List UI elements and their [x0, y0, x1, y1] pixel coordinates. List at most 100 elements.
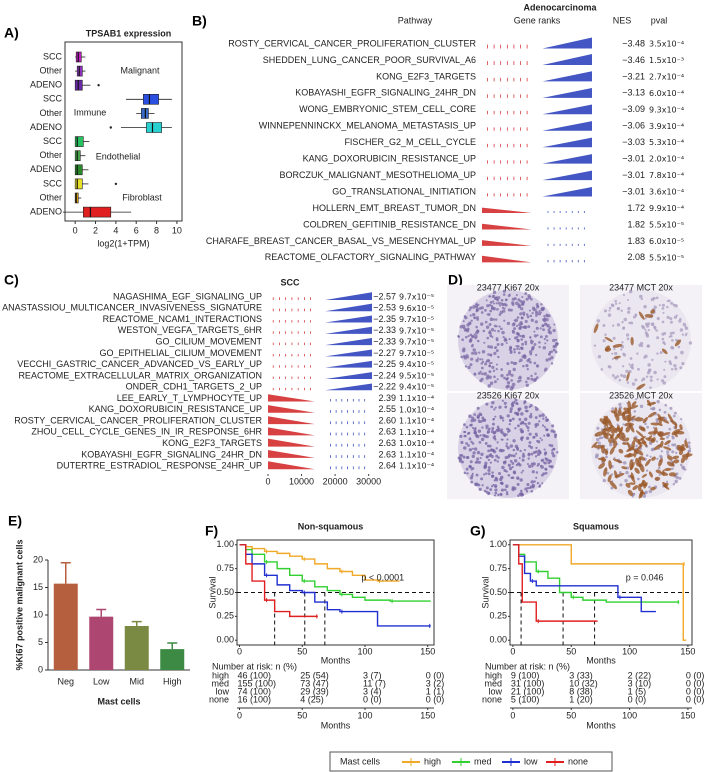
stained-cell: [608, 459, 612, 470]
cell: [534, 372, 537, 376]
cell: [499, 304, 502, 307]
cell: [517, 494, 520, 497]
cell: [493, 408, 496, 411]
cell: [493, 351, 497, 356]
pathway-name: ONDER_CDH1_TARGETS_2_UP: [126, 382, 262, 392]
risk-x-label: Months: [321, 720, 351, 730]
cell: [546, 433, 550, 437]
cell: [473, 372, 477, 376]
stained-cell: [655, 469, 662, 474]
cell: [464, 430, 467, 434]
cell: [538, 310, 541, 313]
cell: [552, 454, 556, 458]
cell: [543, 434, 546, 437]
cell: [489, 449, 493, 452]
legend-label: high: [424, 756, 441, 766]
cell: [484, 320, 488, 324]
cell: [468, 437, 472, 441]
stained-cell: [663, 446, 672, 451]
cell: [633, 410, 637, 413]
cell: [546, 323, 550, 327]
cell: [550, 444, 554, 448]
stained-cell: [634, 467, 640, 474]
cell: [469, 333, 473, 337]
cell: [488, 375, 492, 379]
cell: [490, 361, 493, 364]
rank-wedge: [325, 372, 372, 379]
cell: [637, 367, 640, 371]
cell: [511, 476, 515, 480]
pathway-name: KOBAYASHI_EGFR_SIGNALING_24HR_DN: [81, 449, 262, 459]
cell: [473, 333, 476, 336]
y-tick-label: Other: [39, 192, 62, 202]
rank-wedge: [268, 438, 315, 447]
stained-cell: [604, 336, 614, 343]
cell: [492, 435, 497, 440]
cell: [510, 373, 514, 377]
cell: [622, 461, 627, 465]
cell: [481, 350, 486, 354]
nes-value: 2.64: [378, 461, 396, 471]
cell: [609, 443, 613, 447]
cell: [476, 318, 480, 321]
p-value: 9.4x10⁻⁵: [399, 360, 434, 369]
box-flier: [97, 84, 100, 87]
cell: [520, 307, 524, 311]
pathway-name: ANASTASSIOU_MULTICANCER_INVASIVENESS_SIG…: [2, 303, 262, 313]
cell: [511, 487, 515, 492]
cell: [535, 407, 539, 411]
image-caption: 23526 MCT 20x: [609, 390, 673, 400]
cell: [644, 354, 648, 359]
p-value: 9.5x10⁻⁵: [399, 371, 434, 380]
cell: [503, 307, 506, 310]
pathway-name: GO_CILIUM_MOVEMENT: [155, 336, 262, 346]
box: [143, 94, 159, 105]
cell: [520, 493, 524, 497]
cell: [521, 342, 525, 346]
chart-title: Non-squamous: [298, 521, 364, 531]
cell: [495, 338, 499, 342]
cell: [661, 320, 665, 324]
cell: [508, 466, 513, 471]
y-tick-label: 0.00: [489, 635, 507, 645]
cell: [505, 433, 508, 436]
cell: [507, 463, 512, 467]
x-tick-label: 0: [265, 476, 270, 486]
survival-curve: [239, 544, 431, 627]
cell: [490, 474, 495, 479]
cell: [554, 435, 557, 439]
stained-cell: [613, 355, 621, 359]
stained-cell: [613, 407, 618, 418]
cell: [545, 418, 549, 422]
cell: [504, 460, 507, 463]
x-axis-label: log2(1+TPM): [97, 238, 149, 248]
pathway-name: REACTOME_NCAM1_INTERACTIONS: [103, 314, 262, 324]
x-tick-label: 6: [134, 225, 139, 235]
cell: [489, 334, 493, 338]
p-value: 9.7x10⁻⁵: [399, 326, 434, 335]
cell: [656, 352, 659, 355]
x-tick-label: 100: [357, 646, 372, 656]
risk-row-label: med: [484, 678, 502, 688]
cell: [500, 298, 504, 302]
cell: [480, 366, 484, 370]
stained-cell: [609, 480, 618, 490]
cell: [494, 318, 498, 321]
cell: [494, 406, 497, 409]
x-tick-label: 10: [172, 225, 182, 235]
cell: [520, 421, 524, 425]
cell: [497, 456, 500, 459]
cell: [539, 437, 542, 440]
cell: [602, 339, 606, 343]
survival-curve: [512, 544, 680, 603]
stained-cell: [650, 309, 656, 314]
cell: [531, 346, 534, 350]
stained-cell: [667, 413, 674, 423]
cell: [552, 430, 556, 434]
cell: [459, 325, 464, 329]
cell: [527, 421, 531, 425]
cell: [527, 294, 531, 298]
legend-label: none: [568, 756, 588, 766]
cell: [537, 462, 540, 466]
cell: [528, 405, 532, 409]
